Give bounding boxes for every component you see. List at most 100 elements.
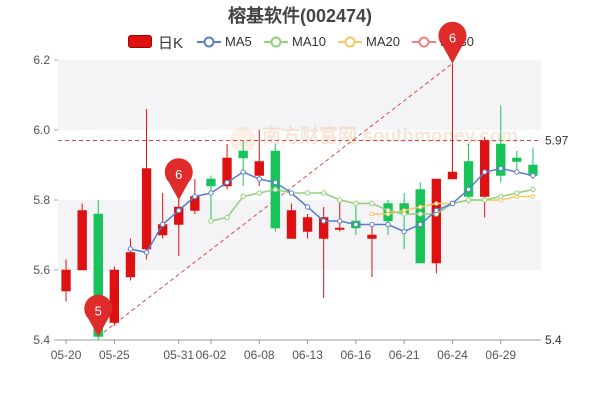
ma5-point (192, 193, 198, 200)
x-tick-label: 06-08 (244, 348, 275, 362)
x-tick-label: 05-25 (99, 348, 130, 362)
x-tick-label: 05-20 (51, 348, 82, 362)
ma10-point (369, 200, 375, 207)
ma10-point (530, 186, 536, 193)
x-tick-label: 06-21 (389, 348, 420, 362)
ma5-point (385, 221, 391, 228)
ma5-point (530, 172, 536, 179)
ma5-point (465, 186, 472, 193)
ma10-point (401, 211, 407, 217)
pin-marker-shape (164, 158, 193, 200)
ma5-point (369, 221, 375, 228)
legend: 日K MA5 MA10 MA20 (0, 32, 600, 54)
ma5-point (272, 179, 279, 186)
ma5-point (514, 169, 520, 175)
y-tick-label: 5.8 (33, 193, 50, 207)
pin-marker-label: 6 (449, 31, 456, 46)
grid-band (58, 200, 541, 270)
ma10-point (385, 207, 391, 214)
ma5-point (337, 218, 343, 224)
chart-title: 榕基软件(002474) (227, 6, 373, 26)
ma10-point (208, 218, 214, 224)
ma5-point (208, 190, 214, 196)
candle-body (367, 234, 377, 239)
trend-line (97, 63, 453, 337)
ma20-point (434, 201, 439, 206)
reference-label: 5.4 (545, 333, 562, 347)
ma5-point (449, 200, 456, 207)
candle-body (254, 161, 264, 176)
y-tick-label: 6.0 (33, 123, 50, 137)
ma10-point (498, 193, 504, 200)
ma5-point (401, 228, 407, 235)
ma5-point (224, 179, 230, 186)
ma5-point (127, 246, 134, 252)
pin-marker-label: 6 (175, 167, 182, 182)
ma5-point (288, 190, 295, 196)
pin-marker-shape (438, 21, 467, 64)
candle-body (479, 140, 490, 197)
x-tick-label: 05-31 (163, 348, 194, 362)
line-legend-symbol (264, 36, 288, 48)
legend-label: MA20 (366, 34, 400, 49)
ma10-point (320, 190, 327, 196)
ma5-point (256, 176, 262, 182)
ma10-point (224, 214, 230, 221)
pin-marker: 5 (84, 294, 113, 337)
candle-body (496, 143, 506, 176)
ma5-point (481, 169, 488, 175)
candle-body (77, 210, 87, 271)
ma5-point (417, 221, 423, 228)
line-legend-symbol (197, 36, 221, 48)
pin-marker-shape (84, 294, 113, 337)
ma10-point (353, 200, 359, 207)
line-legend-symbol (412, 36, 436, 48)
ma5-point (433, 207, 440, 214)
line-legend-symbol (338, 36, 362, 48)
ma10-point (304, 190, 311, 196)
candle-body (141, 168, 152, 250)
candle-body (302, 217, 313, 232)
candle-body (431, 178, 442, 264)
ma10-point (514, 190, 520, 196)
x-tick-label: 06-29 (485, 348, 516, 362)
y-tick-label: 5.4 (33, 333, 50, 347)
candle-body (318, 217, 329, 239)
legend-label: 日K (158, 35, 184, 52)
ma5-point (143, 249, 150, 256)
ma5-line (130, 167, 534, 254)
pin-marker: 6 (164, 158, 193, 200)
candle-body (222, 157, 232, 187)
ma10-point (481, 197, 488, 203)
pin-marker: 6 (438, 21, 467, 64)
y-tick-label: 5.6 (33, 263, 50, 277)
ma5-point (320, 218, 327, 224)
ma5-point (353, 221, 359, 228)
ma10-point (240, 193, 246, 200)
candle-body (463, 161, 474, 197)
candle-body (447, 171, 458, 180)
ma10-point (465, 197, 472, 203)
ma10-point (256, 190, 262, 196)
candle-body (286, 210, 297, 239)
ma5-point (176, 207, 182, 214)
ma10-point (272, 186, 279, 193)
candle-body (335, 227, 345, 230)
candle-body (512, 157, 522, 162)
candle-body (109, 269, 120, 323)
x-tick-label: 06-13 (292, 348, 323, 362)
grid-band (58, 130, 541, 200)
candle-body (238, 150, 248, 159)
ma5-point (159, 221, 166, 228)
ma20-point (530, 194, 536, 199)
ma10-point (417, 211, 423, 217)
legend-label: MA5 (225, 34, 252, 49)
pin-marker-label: 5 (95, 304, 102, 319)
ma5-point (498, 165, 504, 172)
y-tick-label: 6.2 (33, 53, 50, 67)
watermark-text: 南方财富网 southmoney.com (262, 124, 518, 147)
candle-body (174, 206, 184, 225)
x-tick-label: 06-16 (340, 348, 371, 362)
candle-body (206, 178, 216, 187)
